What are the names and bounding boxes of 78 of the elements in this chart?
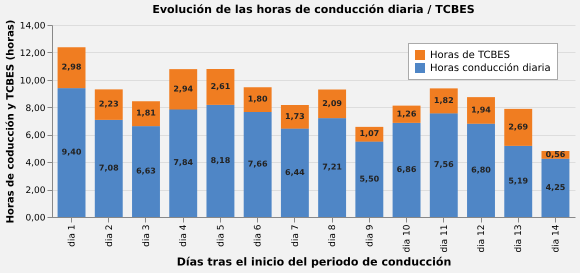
bar xyxy=(318,89,346,118)
data-label: 2,23 xyxy=(98,100,119,109)
data-label: 6,44 xyxy=(285,168,306,177)
legend-label: Horas de TCBES xyxy=(430,50,510,61)
data-label: 1,81 xyxy=(136,108,156,118)
x-tick-label: dia 11 xyxy=(440,224,450,253)
bar xyxy=(132,126,160,217)
x-tick-label: dia 10 xyxy=(402,224,413,253)
data-label: 7,84 xyxy=(173,158,194,168)
data-label: 9,40 xyxy=(62,148,82,157)
data-label: 7,66 xyxy=(248,159,268,168)
data-label: 7,08 xyxy=(98,163,120,172)
data-label: 5,19 xyxy=(508,176,529,186)
x-tick-label: dia 6 xyxy=(254,224,264,247)
data-label: 2,09 xyxy=(322,98,342,108)
x-tick-label: dia 3 xyxy=(142,224,152,247)
bar xyxy=(504,108,532,146)
data-label: 1,82 xyxy=(434,96,454,105)
bar xyxy=(58,88,86,217)
data-label: 1,94 xyxy=(471,105,492,114)
data-label: 2,98 xyxy=(62,62,82,72)
data-label: 6,63 xyxy=(136,166,156,176)
bar xyxy=(467,97,495,124)
bar xyxy=(206,104,234,217)
x-tick-label: dia 4 xyxy=(179,224,190,247)
data-label: 1,73 xyxy=(285,112,305,121)
x-tick-label: dia 5 xyxy=(216,224,226,247)
data-label: 1,26 xyxy=(396,109,417,118)
bar xyxy=(504,146,532,217)
data-label: 6,80 xyxy=(471,165,492,174)
bar xyxy=(318,118,346,217)
legend-label: Horas conducción diaria xyxy=(430,63,551,74)
data-label: 1,07 xyxy=(359,129,380,138)
data-label: 2,94 xyxy=(173,84,194,94)
bar xyxy=(169,69,198,110)
data-label: 7,21 xyxy=(322,162,342,172)
y-axis-title: Horas de coducción y TCBES (horas) xyxy=(6,20,17,224)
bar xyxy=(169,109,198,217)
bar xyxy=(542,158,570,217)
bar xyxy=(430,113,458,217)
data-label: 0,56 xyxy=(546,150,566,159)
y-tick-label: 6,00 xyxy=(25,131,46,142)
y-tick-label: 2,00 xyxy=(25,186,46,196)
y-tick-label: 8,00 xyxy=(25,104,46,114)
y-tick-label: 10,00 xyxy=(20,76,46,86)
bar xyxy=(355,142,384,217)
data-label: 6,86 xyxy=(396,164,417,174)
x-axis-title: Días tras el inicio del periodo de conducción xyxy=(176,256,452,269)
x-tick-label: dia 14 xyxy=(551,224,562,253)
data-label: 1,80 xyxy=(248,94,268,104)
data-label: 4,25 xyxy=(546,182,566,192)
x-tick-label: dia 1 xyxy=(68,224,78,247)
data-label: 2,69 xyxy=(508,122,529,132)
bar xyxy=(132,101,160,126)
bar xyxy=(94,120,123,217)
y-tick-label: 12,00 xyxy=(20,48,46,59)
chart-title: Evolución de las horas de conducción diaria / TCBES xyxy=(152,3,475,16)
bar xyxy=(280,128,309,217)
x-tick-label: dia 7 xyxy=(290,224,301,247)
bar xyxy=(244,112,272,217)
bar xyxy=(392,122,421,217)
bar xyxy=(467,124,495,217)
bar xyxy=(280,104,309,129)
x-tick-label: dia 9 xyxy=(365,224,376,247)
bar xyxy=(94,89,123,120)
x-tick-label: dia 8 xyxy=(328,224,338,247)
bar xyxy=(58,47,86,88)
x-tick-label: dia 13 xyxy=(514,224,524,253)
y-tick-label: 0,00 xyxy=(25,214,46,224)
y-tick-label: 14,00 xyxy=(20,22,46,32)
y-tick-label: 4,00 xyxy=(25,158,46,169)
data-label: 8,18 xyxy=(210,156,231,165)
bar xyxy=(206,69,234,105)
data-label: 7,56 xyxy=(434,160,454,170)
data-label: 5,50 xyxy=(359,174,380,184)
x-tick-label: dia 12 xyxy=(477,224,488,253)
x-tick-label: dia 2 xyxy=(104,224,115,247)
data-label: 2,61 xyxy=(210,82,231,91)
